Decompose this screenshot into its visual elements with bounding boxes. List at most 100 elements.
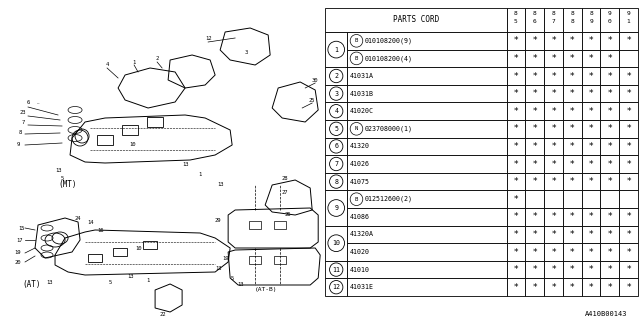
Text: *: * <box>627 212 631 221</box>
Text: *: * <box>627 124 631 133</box>
Text: B: B <box>355 38 358 43</box>
Text: *: * <box>627 89 631 98</box>
Circle shape <box>330 87 343 100</box>
Text: 010108200(4): 010108200(4) <box>365 55 413 62</box>
Bar <box>620 67 638 85</box>
Text: *: * <box>607 71 612 81</box>
Bar <box>620 32 638 50</box>
Text: 3: 3 <box>244 50 248 54</box>
Bar <box>544 120 563 138</box>
Text: 8: 8 <box>552 11 556 16</box>
Bar <box>582 190 600 208</box>
Circle shape <box>328 200 344 216</box>
Text: *: * <box>570 142 575 151</box>
Bar <box>347 120 506 138</box>
Text: B: B <box>355 197 358 202</box>
Text: N: N <box>355 126 358 131</box>
Text: 2: 2 <box>334 73 338 79</box>
Text: 3: 3 <box>334 91 338 97</box>
Bar <box>600 243 620 261</box>
Text: 17: 17 <box>17 237 23 243</box>
Bar <box>582 8 600 32</box>
Bar <box>347 102 506 120</box>
Circle shape <box>328 235 344 252</box>
Bar <box>544 50 563 67</box>
Text: 41010: 41010 <box>350 267 370 273</box>
Bar <box>563 243 582 261</box>
Text: 13: 13 <box>127 274 133 278</box>
Bar <box>563 278 582 296</box>
Text: *: * <box>514 247 518 257</box>
Bar <box>582 67 600 85</box>
Text: *: * <box>627 159 631 169</box>
Circle shape <box>330 157 343 171</box>
Text: 5: 5 <box>108 279 112 284</box>
Text: 41320A: 41320A <box>350 231 374 237</box>
Circle shape <box>350 35 363 47</box>
Bar <box>506 67 525 85</box>
Bar <box>600 190 620 208</box>
Bar <box>347 208 506 226</box>
Text: 8: 8 <box>570 19 574 24</box>
Text: 4: 4 <box>106 62 109 68</box>
Bar <box>347 155 506 173</box>
Circle shape <box>350 52 363 65</box>
Bar <box>506 85 525 102</box>
Circle shape <box>330 122 343 135</box>
Bar <box>620 208 638 226</box>
Text: *: * <box>589 265 593 274</box>
Text: 11: 11 <box>332 267 340 273</box>
Bar <box>620 261 638 278</box>
Text: *: * <box>589 247 593 257</box>
Bar <box>600 120 620 138</box>
Text: (AT): (AT) <box>22 281 40 290</box>
Text: *: * <box>514 159 518 169</box>
Bar <box>544 208 563 226</box>
Text: *: * <box>551 89 556 98</box>
Bar <box>582 173 600 190</box>
Text: *: * <box>551 247 556 257</box>
Bar <box>582 85 600 102</box>
Text: 12: 12 <box>332 284 340 290</box>
Text: 27: 27 <box>282 189 289 195</box>
Bar <box>325 261 347 278</box>
Text: *: * <box>532 230 537 239</box>
Bar <box>506 243 525 261</box>
Text: *: * <box>532 283 537 292</box>
Circle shape <box>330 263 343 276</box>
Text: 41075: 41075 <box>350 179 370 185</box>
Text: *: * <box>607 54 612 63</box>
Text: 15: 15 <box>19 226 25 230</box>
Text: *: * <box>532 142 537 151</box>
Circle shape <box>330 69 343 83</box>
Text: *: * <box>607 283 612 292</box>
Text: *: * <box>551 265 556 274</box>
Text: 41020C: 41020C <box>350 108 374 114</box>
Text: *: * <box>589 71 593 81</box>
Text: *: * <box>532 159 537 169</box>
Text: PARTS CORD: PARTS CORD <box>393 15 439 25</box>
Text: 9: 9 <box>589 19 593 24</box>
Bar <box>525 261 544 278</box>
Bar <box>525 226 544 243</box>
Text: 28: 28 <box>282 175 289 180</box>
Circle shape <box>330 105 343 118</box>
Bar <box>563 50 582 67</box>
Text: *: * <box>532 36 537 45</box>
Text: 1: 1 <box>132 60 136 65</box>
Text: *: * <box>607 89 612 98</box>
Text: 5: 5 <box>60 175 63 180</box>
Bar <box>600 67 620 85</box>
Bar <box>544 155 563 173</box>
Text: *: * <box>551 54 556 63</box>
Bar <box>620 50 638 67</box>
Bar <box>563 120 582 138</box>
Text: 29: 29 <box>215 218 221 222</box>
Bar <box>347 261 506 278</box>
Bar <box>325 190 347 226</box>
Text: *: * <box>589 36 593 45</box>
Bar <box>600 173 620 190</box>
Bar <box>563 138 582 155</box>
Text: *: * <box>514 195 518 204</box>
Bar <box>525 8 544 32</box>
